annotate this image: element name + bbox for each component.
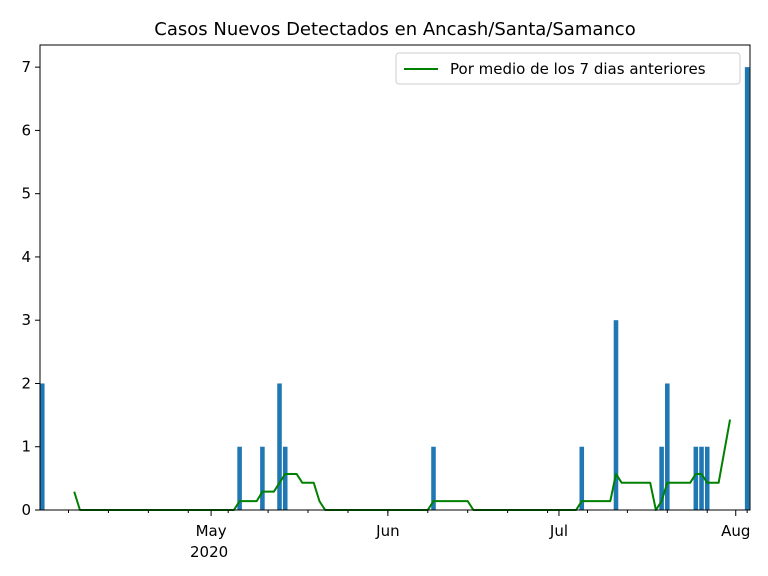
bar-2020-07-05 [579, 446, 585, 510]
legend: Por medio de los 7 dias anteriores [395, 52, 741, 85]
bar-2020-07-25 [693, 446, 699, 510]
legend-label: Por medio de los 7 dias anteriores [450, 60, 706, 78]
bar-2020-07-11 [613, 320, 619, 510]
x-tick-label: Jul [549, 522, 568, 540]
plot-background [40, 45, 750, 510]
plot-area [40, 45, 750, 510]
bars [40, 67, 750, 511]
y-tick-label: 4 [21, 248, 31, 266]
x-tick-sublabel: 2020 [190, 543, 228, 561]
axes-frame [39, 44, 751, 511]
y-tick-label: 6 [21, 121, 31, 139]
bar-2020-05-13 [277, 383, 282, 510]
bar-2020-07-26 [699, 446, 704, 510]
bar-2020-07-20 [665, 383, 670, 510]
x-tick-label: Jun [375, 522, 399, 540]
bar-2020-04-01 [40, 383, 45, 510]
bar-2020-07-19 [659, 446, 664, 510]
bar-2020-05-10 [260, 446, 265, 510]
chart-title: Casos Nuevos Detectados en Ancash/Santa/… [154, 19, 635, 40]
bar-2020-05-06 [237, 446, 242, 510]
x-tick-label: Aug [721, 522, 750, 540]
axes: 0 1 2 3 4 5 6 7 May 2020 Jun Jul Aug [21, 44, 751, 561]
x-tick-label: May [196, 522, 227, 540]
bar-2020-06-09 [431, 446, 436, 510]
y-tick-label: 2 [21, 374, 31, 392]
series-line [73, 419, 732, 511]
bar-2020-05-14 [282, 446, 288, 510]
y-tick-label: 1 [21, 438, 31, 456]
legend-box [395, 52, 741, 85]
bar-2020-07-27 [704, 446, 710, 510]
y-tick-label: 0 [21, 501, 31, 519]
y-tick-label: 5 [21, 185, 31, 203]
bar-2020-08-03 [744, 67, 750, 511]
y-tick-label: 3 [21, 311, 31, 329]
y-tick-label: 7 [21, 58, 31, 76]
moving-average-line [73, 419, 732, 511]
